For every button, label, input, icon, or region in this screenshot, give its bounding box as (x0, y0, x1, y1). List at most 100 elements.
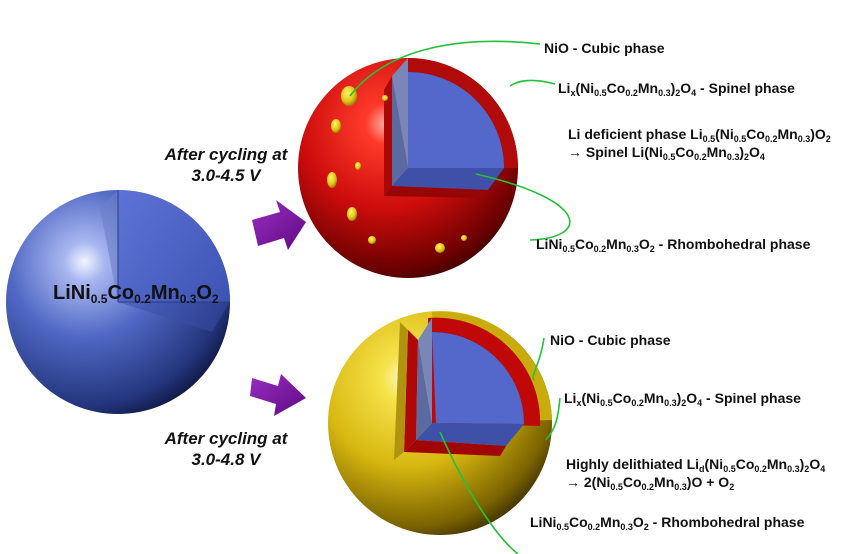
label-subscript: 0.2 (134, 292, 151, 306)
nio-spot (461, 235, 467, 241)
label-subscript: 0.5 (733, 134, 747, 144)
label-subscript: 0.2 (764, 134, 778, 144)
nio-spot (327, 172, 337, 188)
label-text: ) (739, 144, 744, 160)
label-text: )O (810, 126, 826, 142)
label-text: Mn (777, 126, 798, 142)
label-text: - Rhombohedral phase (648, 514, 805, 530)
label-subscript: 0.2 (625, 88, 638, 98)
label-text: ) (670, 80, 676, 96)
label-subscript: 0.3 (626, 244, 639, 254)
leader-top-spinel (509, 79, 556, 87)
label-text: (Ni (715, 126, 734, 142)
label-text: )O + O (686, 474, 730, 490)
label-subscript: 0.3 (797, 134, 811, 144)
bottom-particle (328, 311, 552, 535)
leader-top-rhombo (475, 173, 571, 241)
label-text: Co (746, 126, 765, 142)
label-text: O (680, 80, 692, 96)
label-subscript: 4 (759, 152, 765, 162)
label-text: Li (558, 80, 571, 96)
leader-top-nio (349, 40, 541, 97)
label-subscript: 0.2 (641, 482, 655, 492)
label-subscript: 0.3 (674, 482, 687, 492)
label-subscript: 0.5 (562, 244, 575, 254)
leader-lines (349, 40, 571, 554)
label-text: Li (564, 390, 577, 406)
nio-spot (341, 86, 357, 106)
label-text: Mn (654, 474, 675, 490)
label-text: Co (107, 282, 135, 304)
label-subscript: 4 (691, 88, 697, 98)
label-text: O (638, 236, 650, 252)
nio-spot (435, 243, 445, 253)
cycle-top-label: After cycling at 3.0-4.5 V (156, 144, 296, 186)
label-text: LiNi (536, 236, 563, 252)
label-text: (Ni (704, 456, 724, 472)
label-subscript: 0.3 (620, 522, 633, 532)
label-subscript: 0.5 (594, 88, 607, 98)
arrow-to-bottom (250, 374, 306, 416)
label-text: Mn (643, 390, 665, 406)
label-subscript: 0.5 (556, 522, 569, 532)
label-subscript: 0.2 (631, 398, 644, 408)
cycle-bottom-line1: After cycling at (164, 429, 288, 448)
label-subscript: 4 (697, 398, 703, 408)
label-subscript: 2 (744, 152, 750, 162)
top-deficient-line2: → Spinel Li(Ni0.5Co0.2Mn0.3)2O4 (568, 144, 765, 162)
bottom-spinel-label: Lix(Ni0.5Co0.2Mn0.3)2O4 - Spinel phase (564, 390, 801, 408)
label-text: Co (606, 80, 626, 96)
leader-bottom-nio (532, 337, 545, 381)
label-text: Highly delithiated Li (566, 456, 700, 472)
label-text: O (749, 144, 760, 160)
top-deficient-line1: Li deficient phase Li0.5(Ni0.5Co0.2Mn0.3… (568, 126, 831, 144)
label-text: Co (735, 456, 755, 472)
label-subscript: 2 (675, 88, 681, 98)
bottom-rhombo-label: LiNi0.5Co0.2Mn0.3O2 - Rhombohedral phase (530, 514, 805, 532)
label-text: Mn (150, 282, 180, 304)
label-text: (Ni (575, 80, 595, 96)
label-text: Co (574, 236, 594, 252)
top-rhombo-label: LiNi0.5Co0.2Mn0.3O2 - Rhombohedral phase (536, 236, 810, 254)
label-subscript: 2 (211, 292, 219, 306)
nio-spot (331, 119, 341, 133)
label-text: Mn (600, 514, 621, 530)
label-subscript: 0.2 (694, 152, 707, 162)
label-subscript: d (699, 464, 705, 474)
arrow-to-top (252, 200, 306, 250)
label-subscript: x (570, 88, 576, 98)
label-text: Mn (766, 456, 788, 472)
label-subscript: 2 (729, 482, 735, 492)
label-text: O (686, 390, 698, 406)
nio-spot (382, 95, 388, 101)
label-subscript: 0.5 (662, 152, 676, 162)
label-text: ) (799, 456, 805, 472)
label-subscript: 0.3 (658, 88, 671, 98)
label-text: Co (622, 474, 642, 490)
label-text: LiNi (53, 282, 91, 304)
top-spinel-label: Lix(Ni0.5Co0.2Mn0.3)2O4 - Spinel phase (558, 80, 795, 98)
label-subscript: 0.5 (600, 398, 613, 408)
label-text: O (196, 282, 212, 304)
bottom-delith-line1: Highly delithiated Lid(Ni0.5Co0.2Mn0.3)2… (566, 456, 826, 474)
label-subscript: x (576, 398, 582, 408)
label-subscript: 4 (820, 464, 826, 474)
label-subscript: 0.3 (664, 398, 677, 408)
label-subscript: 0.3 (726, 152, 740, 162)
label-subscript: 0.5 (723, 464, 736, 474)
leader-bottom-rhombo (439, 431, 519, 554)
label-subscript: 0.5 (90, 292, 108, 306)
label-subscript: 0.2 (754, 464, 767, 474)
label-subscript: 0.2 (593, 244, 607, 254)
nio-spot (355, 162, 361, 170)
bottom-delith-line2: → 2(Ni0.5Co0.2Mn0.3)O + O2 (566, 474, 735, 492)
label-subscript: 0.3 (179, 292, 197, 306)
pristine-label: LiNi0.5Co0.2Mn0.3O2 (53, 282, 219, 305)
label-subscript: 2 (649, 244, 655, 254)
label-text: Mn (606, 236, 627, 252)
label-subscript: 0.2 (587, 522, 601, 532)
nio-spot (368, 236, 376, 244)
leader-bottom-spinel (545, 397, 561, 441)
label-subscript: 2 (804, 464, 810, 474)
